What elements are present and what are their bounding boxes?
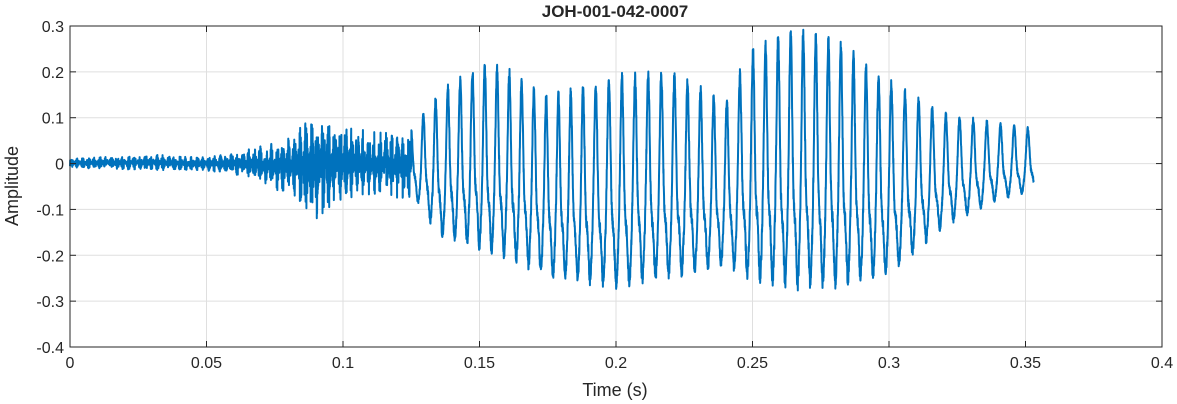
y-tick-label: -0.1	[36, 202, 64, 219]
y-axis-label: Amplitude	[2, 146, 22, 226]
y-tick-label: 0.1	[42, 111, 64, 128]
x-tick-label: 0.3	[878, 355, 900, 372]
y-tick-label: -0.2	[36, 248, 64, 265]
x-tick-label: 0.25	[737, 355, 768, 372]
x-tick-label: 0.4	[1151, 355, 1173, 372]
x-tick-label: 0.15	[464, 355, 495, 372]
y-tick-label: -0.3	[36, 294, 64, 311]
x-tick-label: 0.05	[191, 355, 222, 372]
y-tick-label: 0.3	[42, 19, 64, 36]
y-tick-label: 0.2	[42, 65, 64, 82]
x-tick-label: 0.2	[605, 355, 627, 372]
y-axis-ticks: -0.4 -0.3 -0.2 -0.1 0 0.1 0.2 0.3	[36, 19, 1162, 357]
chart-title: JOH-001-042-0007	[542, 2, 688, 21]
waveform-series-line	[69, 28, 1035, 292]
series-layer	[69, 28, 1035, 292]
y-tick-label: 0	[55, 157, 64, 174]
x-axis-ticks: 0 0.05 0.1 0.15 0.2 0.25 0.3 0.35 0.4	[66, 26, 1173, 372]
x-tick-label: 0	[66, 355, 75, 372]
grid-lines	[70, 26, 1162, 347]
x-tick-label: 0.1	[332, 355, 354, 372]
y-tick-label: -0.4	[36, 340, 64, 357]
x-axis-label: Time (s)	[582, 380, 647, 400]
x-tick-label: 0.35	[1010, 355, 1041, 372]
